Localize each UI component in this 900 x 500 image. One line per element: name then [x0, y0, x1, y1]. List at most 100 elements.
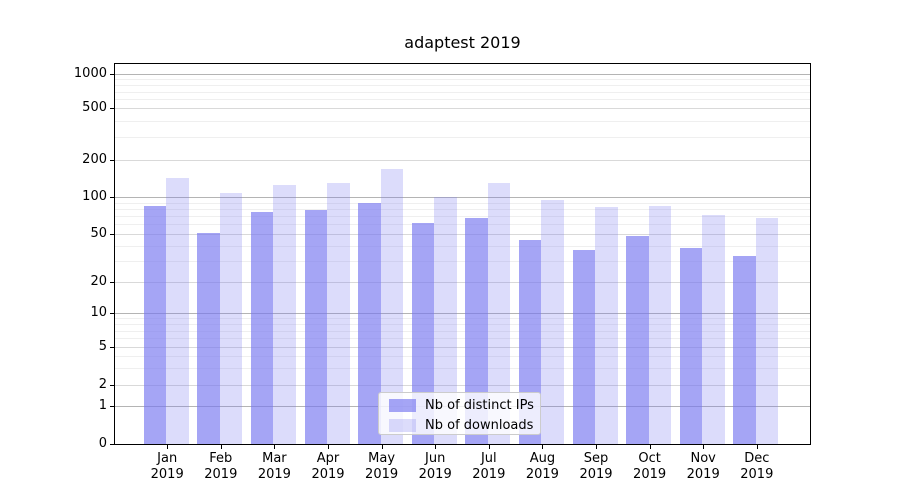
gridline-minor — [114, 260, 811, 262]
x-tick-year: 2019 — [257, 467, 291, 482]
bar — [166, 177, 189, 445]
x-tick-mark — [328, 445, 329, 449]
x-tick-label: Sep 2019 — [566, 451, 626, 483]
x-tick-mark — [542, 445, 544, 449]
x-tick-label: Nov 2019 — [673, 451, 733, 483]
x-tick-month: Feb — [209, 451, 233, 466]
bar — [733, 255, 756, 445]
y-tick-mark — [110, 347, 114, 348]
bar — [648, 206, 672, 445]
bar — [434, 197, 457, 445]
gridline-minor — [114, 324, 811, 325]
bar — [595, 206, 618, 445]
y-tick-mark — [110, 313, 114, 314]
gridline-minor — [114, 245, 811, 247]
x-tick-mark — [703, 445, 705, 449]
x-tick-month: Mar — [262, 451, 287, 466]
y-tick-label: 10 — [90, 305, 107, 320]
x-tick-mark — [435, 445, 437, 449]
y-tick-mark — [110, 197, 114, 198]
gridline-minor — [114, 120, 811, 122]
y-tick-mark — [110, 444, 114, 445]
bar — [143, 205, 167, 445]
legend-item-distinct-ips: Nb of distinct IPs — [389, 397, 540, 414]
gridline-major — [114, 385, 811, 386]
gridline-minor — [114, 99, 811, 101]
x-tick-label: Feb 2019 — [191, 451, 251, 483]
x-tick-year: 2019 — [365, 467, 399, 482]
bar — [250, 212, 274, 445]
bar — [219, 193, 243, 445]
y-tick-mark — [110, 160, 114, 161]
plot-area — [114, 63, 811, 445]
x-tick-mark — [649, 445, 651, 449]
y-tick-label: 200 — [82, 152, 107, 167]
gridline-major — [114, 234, 811, 235]
bar — [327, 183, 350, 445]
gridline-minor — [114, 318, 811, 320]
x-tick-month: Sep — [583, 451, 609, 466]
x-tick-year: 2019 — [686, 467, 720, 482]
y-tick-label: 0 — [98, 436, 107, 451]
bar — [273, 185, 296, 445]
y-tick-label: 5 — [98, 339, 107, 354]
gridline-minor — [114, 137, 811, 138]
bar — [304, 210, 327, 445]
y-tick-label: 2 — [98, 377, 107, 392]
x-tick-month: Jun — [425, 451, 446, 466]
x-tick-year: 2019 — [418, 467, 452, 482]
bar — [755, 218, 779, 445]
gridline-minor — [114, 368, 811, 370]
gridline-major — [114, 108, 811, 109]
gridline-minor — [114, 79, 811, 81]
bar — [358, 202, 381, 445]
y-tick-mark — [110, 282, 114, 283]
x-tick-month: Apr — [316, 451, 340, 466]
x-tick-mark — [220, 445, 222, 449]
chart-title: adaptest 2019 — [404, 33, 521, 52]
legend-swatch-distinct-ips — [389, 399, 416, 412]
x-tick-label: Aug 2019 — [512, 451, 572, 483]
gridline-minor — [114, 202, 811, 204]
legend-label-distinct-ips: Nb of distinct IPs — [425, 398, 534, 413]
x-tick-year: 2019 — [633, 467, 667, 482]
legend-item-downloads: Nb of downloads — [389, 417, 540, 434]
gridline-major — [114, 197, 811, 198]
y-tick-mark — [110, 74, 114, 75]
gridline-minor — [114, 224, 811, 226]
x-tick-label: Oct 2019 — [620, 451, 680, 483]
x-tick-label: May 2019 — [352, 451, 412, 483]
legend-swatch-downloads — [389, 419, 416, 432]
x-tick-mark — [488, 445, 490, 449]
gridline-minor — [114, 216, 811, 217]
gridline-minor — [114, 330, 811, 332]
x-tick-month: Jul — [480, 451, 497, 466]
bar — [679, 248, 703, 445]
gridline-major — [114, 282, 811, 283]
y-tick-mark — [110, 234, 114, 235]
x-tick-year: 2019 — [311, 467, 345, 482]
x-tick-label: Jul 2019 — [459, 451, 519, 483]
y-tick-label: 20 — [90, 274, 107, 289]
x-tick-label: Mar 2019 — [244, 451, 304, 483]
gridline-minor — [114, 84, 811, 86]
x-tick-mark — [167, 445, 169, 449]
x-tick-month: Nov — [690, 451, 716, 466]
x-tick-mark — [274, 445, 276, 449]
x-tick-label: Jan 2019 — [137, 451, 197, 483]
gridline-major — [114, 74, 811, 75]
y-tick-mark — [110, 385, 114, 386]
x-tick-label: Jun 2019 — [405, 451, 465, 483]
y-tick-label: 1 — [98, 398, 107, 413]
x-tick-month: May — [368, 451, 396, 466]
x-tick-label: Apr 2019 — [298, 451, 358, 483]
x-tick-month: Dec — [744, 451, 770, 466]
gridline-major — [114, 160, 811, 161]
bar — [197, 232, 220, 445]
y-tick-mark — [110, 406, 114, 407]
x-tick-year: 2019 — [525, 467, 559, 482]
gridline-minor — [114, 356, 811, 358]
legend-label-downloads: Nb of downloads — [425, 418, 534, 433]
y-tick-label: 100 — [82, 189, 107, 204]
